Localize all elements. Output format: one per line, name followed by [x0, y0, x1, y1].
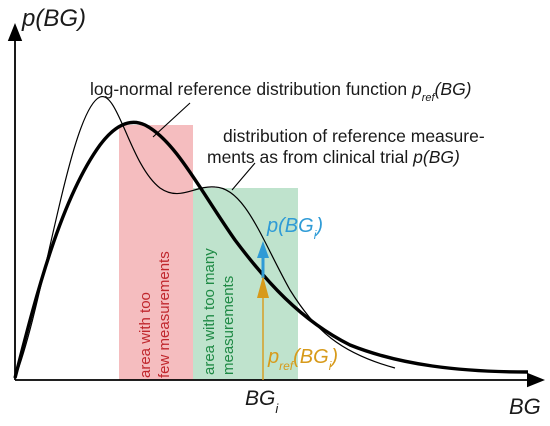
- trial-leader-line: [231, 162, 256, 191]
- svg-text:few measurements: few measurements: [156, 251, 173, 378]
- svg-text:area with too many: area with too many: [201, 248, 218, 375]
- trial-distribution-curve: [14, 96, 396, 379]
- reference-arrow-label: pref(BGi): [267, 346, 338, 373]
- too-many-label: area with too many measurements: [201, 248, 237, 375]
- measured-arrow-head: [257, 241, 269, 258]
- svg-text:area with too: area with too: [137, 292, 154, 378]
- x-axis-label: BG: [509, 394, 541, 419]
- region-too-many: [193, 188, 298, 380]
- reference-leader-line: [152, 102, 191, 138]
- reference-arrow-head: [257, 276, 269, 298]
- svg-text:measurements: measurements: [220, 276, 237, 375]
- region-too-few: [119, 125, 193, 380]
- reference-distribution-curve: [13, 120, 529, 379]
- reference-annotation: log-normal reference distribution functi…: [90, 79, 472, 104]
- trial-annotation-line2: ments as from clinical trial p(BG): [207, 147, 460, 167]
- measured-arrow-label: p(BGi): [266, 215, 323, 242]
- too-few-label: area with too few measurements: [137, 251, 173, 378]
- bg-i-label: BGi: [245, 387, 279, 416]
- trial-annotation-line1: distribution of reference measure-: [223, 126, 485, 146]
- y-axis-label: p(BG): [21, 5, 86, 32]
